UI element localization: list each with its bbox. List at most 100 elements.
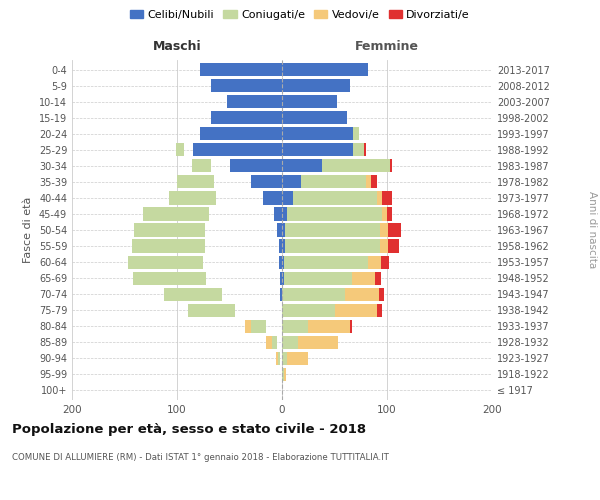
Bar (212, 192, 214, 204)
Bar (322, 160, 390, 172)
Legend: Celibi/Nubili, Coniugati/e, Vedovi/e, Divorziati/e: Celibi/Nubili, Coniugati/e, Vedovi/e, Di… (125, 6, 475, 25)
Bar (263, 192, 282, 204)
Bar (187, 304, 235, 317)
Bar (376, 272, 381, 284)
Bar (128, 256, 203, 268)
Bar (282, 272, 284, 284)
Bar (293, 192, 377, 204)
Bar (191, 272, 196, 284)
Bar (201, 224, 203, 236)
Bar (282, 304, 335, 317)
Bar (282, 288, 345, 300)
Bar (335, 304, 377, 317)
Bar (284, 368, 286, 381)
Bar (381, 256, 389, 268)
Bar (134, 224, 205, 236)
Bar (298, 336, 338, 349)
Bar (282, 224, 285, 236)
Bar (251, 320, 266, 333)
Bar (211, 111, 282, 124)
Bar (387, 208, 392, 220)
Bar (206, 160, 209, 172)
Bar (282, 368, 284, 381)
Bar (245, 320, 256, 333)
Bar (278, 352, 280, 365)
Y-axis label: Fasce di età: Fasce di età (23, 197, 33, 263)
Bar (353, 127, 359, 140)
Bar (282, 320, 308, 333)
Bar (279, 256, 282, 268)
Bar (200, 127, 282, 140)
Bar (187, 224, 195, 236)
Bar (377, 304, 382, 317)
Bar (345, 288, 379, 300)
Bar (214, 304, 224, 317)
Bar (285, 224, 380, 236)
Bar (279, 240, 282, 252)
Bar (282, 256, 284, 268)
Bar (301, 176, 366, 188)
Bar (245, 320, 251, 333)
Bar (187, 240, 195, 252)
Bar (282, 160, 322, 172)
Text: COMUNE DI ALLUMIERE (RM) - Dati ISTAT 1° gennaio 2018 - Elaborazione TUTTITALIA.: COMUNE DI ALLUMIERE (RM) - Dati ISTAT 1°… (12, 452, 389, 462)
Text: Popolazione per età, sesso e stato civile - 2018: Popolazione per età, sesso e stato civil… (12, 422, 366, 436)
Text: Anni di nascita: Anni di nascita (587, 192, 597, 268)
Bar (284, 256, 368, 268)
Bar (282, 143, 353, 156)
Bar (143, 208, 209, 220)
Bar (193, 143, 282, 156)
Bar (282, 111, 347, 124)
Bar (274, 208, 282, 220)
Bar (353, 143, 364, 156)
Bar (364, 143, 366, 156)
Bar (282, 192, 293, 204)
Text: Maschi: Maschi (152, 40, 202, 53)
Bar (379, 288, 384, 300)
Bar (164, 288, 222, 300)
Bar (133, 272, 206, 284)
Bar (227, 95, 282, 108)
Bar (132, 240, 205, 252)
Bar (196, 272, 201, 284)
Bar (388, 224, 401, 236)
Bar (282, 336, 298, 349)
Bar (203, 288, 209, 300)
Bar (282, 176, 301, 188)
Bar (176, 143, 184, 156)
Bar (271, 336, 277, 349)
Bar (266, 336, 271, 349)
Bar (282, 127, 353, 140)
Bar (280, 288, 282, 300)
Bar (276, 352, 278, 365)
Bar (201, 240, 203, 252)
Bar (197, 192, 205, 204)
Bar (287, 208, 382, 220)
Bar (371, 176, 377, 188)
Bar (382, 208, 387, 220)
Bar (287, 352, 308, 365)
Bar (177, 176, 214, 188)
Bar (205, 288, 214, 300)
Bar (251, 176, 282, 188)
Bar (388, 240, 398, 252)
Bar (350, 320, 352, 333)
Bar (209, 176, 212, 188)
Bar (204, 160, 206, 172)
Bar (282, 63, 368, 76)
Bar (229, 160, 282, 172)
Bar (352, 272, 376, 284)
Bar (380, 224, 388, 236)
Text: Femmine: Femmine (355, 40, 419, 53)
Bar (282, 79, 350, 92)
Bar (368, 256, 381, 268)
Bar (280, 272, 282, 284)
Bar (169, 192, 216, 204)
Bar (282, 352, 287, 365)
Bar (390, 160, 392, 172)
Bar (285, 240, 380, 252)
Bar (184, 256, 192, 268)
Bar (202, 208, 205, 220)
Bar (282, 240, 285, 252)
Bar (282, 95, 337, 108)
